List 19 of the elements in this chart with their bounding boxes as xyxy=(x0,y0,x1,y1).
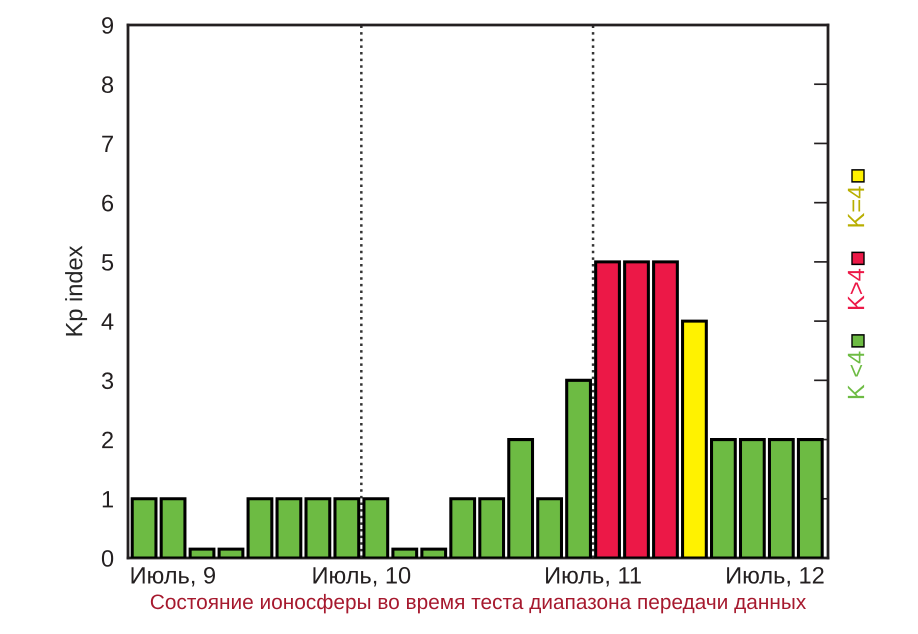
y-tick-label: 6 xyxy=(102,194,114,212)
y-tick-label: 5 xyxy=(102,254,114,271)
x-axis-title: Состояние ионосферы во время теста диапазона передачи данных xyxy=(150,594,806,614)
legend-label: K>4 xyxy=(848,268,864,309)
y-axis-title: Kp index xyxy=(65,246,88,336)
y-tick-label: 4 xyxy=(102,313,114,330)
y-tick-label: 1 xyxy=(102,491,113,508)
x-tick-label: Июль, 10 xyxy=(313,566,410,586)
y-tick-label: 0 xyxy=(102,550,114,567)
y-tick-label: 7 xyxy=(102,136,113,152)
legend-label: K=4 xyxy=(848,186,864,226)
legend-label: K <4 xyxy=(848,351,864,398)
x-tick-label: Июль, 12 xyxy=(727,566,824,586)
y-tick-label: 9 xyxy=(102,17,113,34)
y-tick-label: 3 xyxy=(102,372,114,390)
x-tick-label: Июль, 9 xyxy=(132,566,215,586)
y-tick-label: 8 xyxy=(102,76,114,94)
y-tick-label: 2 xyxy=(102,432,113,448)
x-tick-label: Июль, 11 xyxy=(546,567,641,586)
